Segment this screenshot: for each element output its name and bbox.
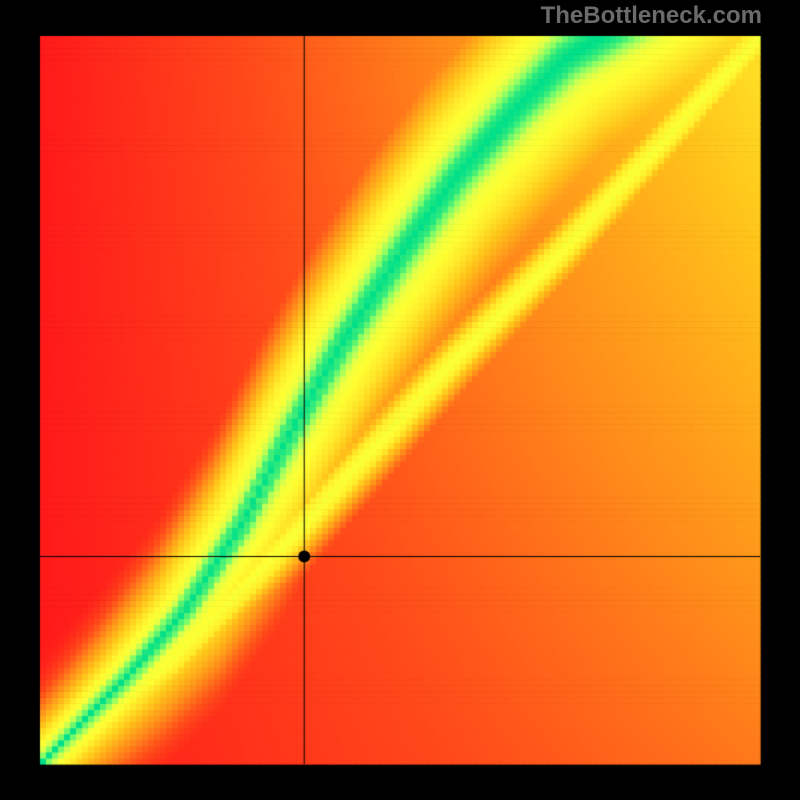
watermark-text: TheBottleneck.com bbox=[541, 2, 762, 30]
chart-frame: TheBottleneck.com bbox=[0, 0, 800, 800]
heatmap-canvas bbox=[0, 0, 800, 800]
